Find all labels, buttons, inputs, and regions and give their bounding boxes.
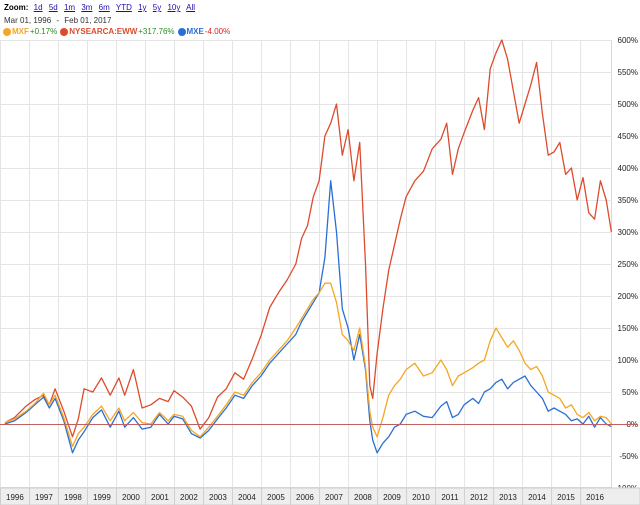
zoom-option-3m[interactable]: 3m: [81, 3, 93, 12]
y-tick-label: 300%: [618, 228, 638, 237]
x-tick-label: 2008: [354, 493, 372, 502]
legend-series-name: MXF: [12, 27, 29, 36]
zoom-option-1m[interactable]: 1m: [63, 3, 76, 12]
x-tick-label: 2002: [180, 493, 198, 502]
date-range-separator: -: [56, 16, 60, 25]
chart-legend: MXF +0.17% NYSEARCA:EWW +317.76% MXE -4.…: [3, 26, 233, 38]
x-tick-label: 2013: [499, 493, 517, 502]
x-tick-label: 2015: [557, 493, 575, 502]
legend-series-change: -4.00%: [204, 27, 231, 36]
series-color-dot-icon: [3, 28, 11, 36]
y-tick-label: 450%: [618, 132, 638, 141]
y-tick-label: 400%: [618, 164, 638, 173]
x-tick-label: 2011: [441, 493, 459, 502]
zoom-option-ytd[interactable]: YTD: [115, 3, 132, 12]
zoom-option-1d[interactable]: 1d: [33, 3, 43, 12]
legend-series-change: +0.17%: [29, 27, 58, 36]
zoom-option-all[interactable]: All: [186, 3, 196, 12]
date-range-start[interactable]: Mar 01, 1996: [4, 16, 52, 25]
x-tick-label: 2014: [528, 493, 546, 502]
y-tick-label: 350%: [618, 196, 638, 205]
legend-series-name: MXE: [186, 27, 204, 36]
x-tick-label: 1996: [6, 493, 24, 502]
series-line-mxe[interactable]: [4, 180, 612, 454]
date-range-end[interactable]: Feb 01, 2017: [64, 16, 112, 25]
zoom-option-5y[interactable]: 5y: [152, 3, 162, 12]
y-tick-label: 500%: [618, 100, 638, 109]
zoom-option-10y[interactable]: 10y: [167, 3, 181, 12]
zoom-option-6m[interactable]: 6m: [98, 3, 110, 12]
y-tick-label: 200%: [618, 292, 638, 301]
zoom-option-1y[interactable]: 1y: [138, 3, 147, 12]
y-tick-label: 100%: [618, 356, 638, 365]
x-tick-label: 2005: [267, 493, 285, 502]
x-tick-label: 2007: [325, 493, 343, 502]
legend-series-name: NYSEARCA:EWW: [69, 27, 138, 36]
x-tick-label: 2006: [296, 493, 314, 502]
date-range: Mar 01, 1996 - Feb 01, 2017: [4, 15, 111, 26]
x-tick-label: 2000: [122, 493, 140, 502]
legend-item-mxe[interactable]: MXE -4.00%: [177, 26, 231, 38]
x-tick-label: 1999: [93, 493, 111, 502]
y-tick-label: 250%: [618, 260, 638, 269]
y-tick-label: 600%: [618, 36, 638, 45]
zoom-bar: Zoom: 1d 5d 1m 3m 6m YTD 1y 5y 10y All: [4, 2, 199, 14]
x-tick-label: 2004: [238, 493, 256, 502]
x-tick-label: 2012: [470, 493, 488, 502]
zoom-option-5d[interactable]: 5d: [48, 3, 58, 12]
y-tick-label: 150%: [618, 324, 638, 333]
x-tick-label: 1997: [35, 493, 53, 502]
series-line-nysearca-eww[interactable]: [4, 39, 613, 438]
legend-item-mxf[interactable]: MXF +0.17%: [3, 26, 57, 38]
x-tick-label: 2010: [412, 493, 430, 502]
legend-series-change: +317.76%: [138, 27, 175, 36]
series-color-dot-icon: [60, 28, 69, 36]
x-tick-label: 2016: [586, 493, 604, 502]
x-tick-label: 1998: [64, 493, 82, 502]
series-color-dot-icon: [177, 28, 186, 36]
x-tick-label: 2001: [151, 493, 169, 502]
zoom-label: Zoom:: [4, 3, 29, 12]
y-tick-label: 550%: [618, 68, 638, 77]
legend-item-eww[interactable]: NYSEARCA:EWW +317.76%: [60, 26, 175, 38]
y-tick-label: -50%: [619, 452, 638, 461]
x-tick-label: 2003: [209, 493, 227, 502]
series-line-mxf[interactable]: [4, 282, 612, 448]
y-tick-label: 50%: [622, 388, 638, 397]
x-tick-label: 2009: [383, 493, 401, 502]
